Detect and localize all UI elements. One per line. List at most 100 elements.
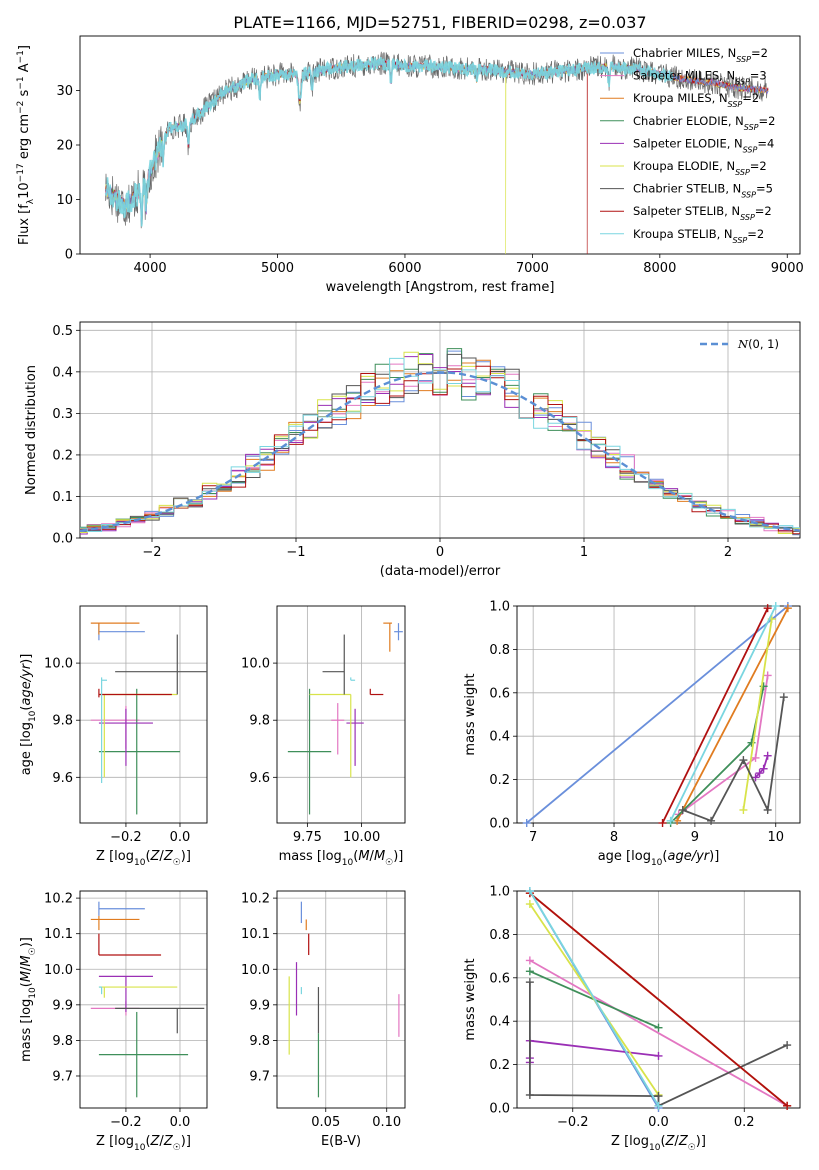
axes-frame xyxy=(79,35,801,255)
label-part: )] xyxy=(181,849,191,864)
x-tick-label: 9 xyxy=(691,830,699,845)
label-part: )] xyxy=(181,1134,191,1149)
normal-reference-curve xyxy=(80,371,800,532)
label-part: wavelength [Angstrom, rest frame] xyxy=(326,280,555,295)
legend-label: Kroupa ELODIE, NSSP=2 xyxy=(633,159,767,177)
axes-frame xyxy=(276,890,406,1109)
label-part: age/yr xyxy=(19,662,34,705)
y-tick-label: 10.2 xyxy=(44,892,73,907)
residuals-axes: −2 −1 0 1 2 0.0 0.1 0.2 0.3 0.4 0.5 (data-model)/er… xyxy=(24,321,801,579)
label-part: 10 xyxy=(342,858,354,868)
label-part: )] xyxy=(19,937,34,947)
y-tick-label: 9.6 xyxy=(52,771,73,786)
legend-label: N(0, 1) xyxy=(737,337,779,351)
label-part: mass [log xyxy=(279,849,342,864)
label-part: mass weight xyxy=(463,958,478,1040)
legend-label-part: Kroupa ELODIE, N xyxy=(633,159,735,173)
histogram-kroupa_stelib xyxy=(80,357,800,532)
axes-frame xyxy=(79,321,801,539)
mass-vs-Z-points xyxy=(90,901,205,1098)
y-tick-label: 0.2 xyxy=(52,448,73,463)
label-part: M xyxy=(358,849,369,864)
legend-label-part: =2 xyxy=(751,46,768,60)
label-part: age/yr xyxy=(667,849,710,864)
label-part: mass [log xyxy=(19,999,34,1062)
x-axis-label: mass [log10(M/M☉)] xyxy=(279,849,404,868)
x-tick-label: 7000 xyxy=(516,261,549,276)
label-part: / xyxy=(19,966,34,971)
weight-line-kroupa_stelib xyxy=(529,890,660,1107)
legend-label-part: =4 xyxy=(757,136,774,150)
x-tick-label: 6000 xyxy=(388,261,421,276)
y-tick-label: 9.7 xyxy=(249,1069,270,1084)
label-part: −1 xyxy=(16,76,26,89)
legend-label-part: SSP xyxy=(735,77,750,86)
y-tick-label: 20 xyxy=(56,139,73,154)
y-tick-label: 10.0 xyxy=(44,657,73,672)
legend-label-part: =5 xyxy=(756,182,773,196)
y-tick-label: 9.8 xyxy=(249,1034,270,1049)
weight-line-kroupa_stelib xyxy=(669,605,777,822)
y-tick-label: 10.0 xyxy=(241,657,270,672)
y-axis-label: age [log10(age/yr)] xyxy=(19,654,38,776)
label-part: / xyxy=(674,1134,679,1149)
y-tick-label: 10.1 xyxy=(44,927,73,942)
legend-label-part: SSP xyxy=(735,168,750,177)
label-part: age [log xyxy=(19,722,34,775)
y-axis-label: mass [log10(M/M☉)] xyxy=(19,937,38,1062)
y-tick-label: 0.4 xyxy=(489,730,510,745)
y-axis-label: mass weight xyxy=(463,673,478,755)
label-part: ☉ xyxy=(28,947,38,955)
legend-label-part: Kroupa STELIB, N xyxy=(633,227,733,241)
legend-label: Kroupa STELIB, NSSP=2 xyxy=(633,227,764,245)
axes-frame xyxy=(79,890,208,1109)
y-tick-label: 9.9 xyxy=(52,998,73,1013)
label-part: ( xyxy=(660,1134,665,1149)
mass-vs-ebv-points xyxy=(288,901,400,1098)
y-tick-label: 10 xyxy=(56,193,73,208)
label-part: Z xyxy=(150,849,161,864)
x-tick-label: 0.10 xyxy=(372,1115,401,1130)
label-part: −17 xyxy=(16,163,26,182)
label-part: (data-model)/error xyxy=(380,564,501,579)
y-tick-label: 0.4 xyxy=(489,1015,510,1030)
legend-label-part: SSP xyxy=(740,213,755,222)
label-part: )] xyxy=(19,654,34,664)
weight-line-salpeter_stelib xyxy=(529,892,788,1107)
label-part: mass weight xyxy=(463,673,478,755)
y-tick-label: 1.0 xyxy=(489,885,510,900)
label-part: )] xyxy=(696,1134,706,1149)
label-part: M xyxy=(19,955,34,966)
y-tick-label: 9.9 xyxy=(249,998,270,1013)
label-part: E(B-V) xyxy=(321,1134,361,1149)
x-axis-label: Z [log10(Z/Z☉)] xyxy=(96,1134,191,1153)
x-axis-label: E(B-V) xyxy=(321,1134,361,1149)
label-part: Z xyxy=(150,1134,161,1149)
x-tick-label: 8000 xyxy=(643,261,676,276)
label-part: s xyxy=(17,89,32,100)
legend-label-part: =2 xyxy=(742,91,759,105)
legend-label: Chabrier ELODIE, NSSP=2 xyxy=(633,114,775,132)
legend-label-part: SSP xyxy=(741,190,756,199)
legend-label-part: SSP xyxy=(733,235,748,244)
label-part: λ xyxy=(26,198,36,204)
legend-label-part: =2 xyxy=(759,114,776,128)
x-tick-label: −0.2 xyxy=(110,1115,142,1130)
x-tick-label: −0.2 xyxy=(557,1115,589,1130)
label-part: Z xyxy=(163,1134,174,1149)
label-part: Z [log xyxy=(611,1134,649,1149)
weight-line-salpeter_miles xyxy=(529,959,788,1107)
y-tick-label: 0.2 xyxy=(489,1058,510,1073)
x-tick-label: 1 xyxy=(580,545,588,560)
x-tick-label: −1 xyxy=(286,545,305,560)
x-axis-label: Z [log10(Z/Z☉)] xyxy=(611,1134,706,1153)
label-part: ( xyxy=(145,1134,150,1149)
y-tick-label: 10.1 xyxy=(241,927,270,942)
x-tick-label: 10.00 xyxy=(343,830,380,845)
y-tick-label: 0.1 xyxy=(52,490,73,505)
axes-frame xyxy=(79,605,208,824)
label-part: ( xyxy=(19,706,34,711)
